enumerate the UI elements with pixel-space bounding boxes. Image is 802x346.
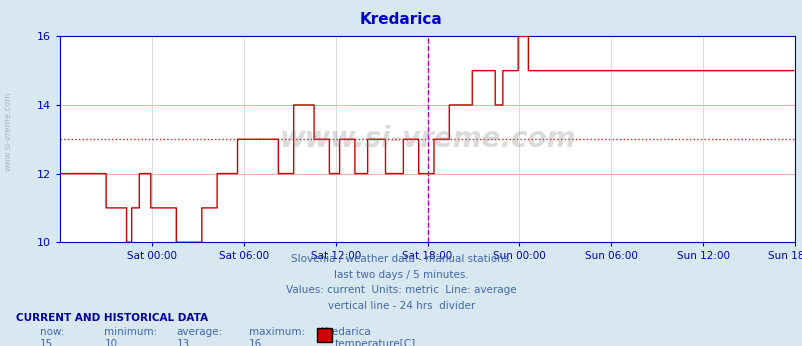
- Text: Kredarica: Kredarica: [359, 12, 443, 27]
- Text: 16: 16: [249, 339, 262, 346]
- Text: CURRENT AND HISTORICAL DATA: CURRENT AND HISTORICAL DATA: [16, 313, 208, 323]
- Text: average:: average:: [176, 327, 223, 337]
- Text: Kredarica: Kredarica: [321, 327, 371, 337]
- Text: Values: current  Units: metric  Line: average: Values: current Units: metric Line: aver…: [286, 285, 516, 295]
- Text: last two days / 5 minutes.: last two days / 5 minutes.: [334, 270, 468, 280]
- Text: 10: 10: [104, 339, 117, 346]
- Text: vertical line - 24 hrs  divider: vertical line - 24 hrs divider: [327, 301, 475, 311]
- Text: maximum:: maximum:: [249, 327, 305, 337]
- Text: www.si-vreme.com: www.si-vreme.com: [3, 92, 13, 171]
- Text: minimum:: minimum:: [104, 327, 157, 337]
- Text: Slovenia / weather data - manual stations.: Slovenia / weather data - manual station…: [290, 254, 512, 264]
- Text: temperature[C]: temperature[C]: [334, 339, 415, 346]
- Text: 15: 15: [40, 339, 54, 346]
- Text: www.si-vreme.com: www.si-vreme.com: [279, 125, 575, 153]
- Text: now:: now:: [40, 327, 65, 337]
- Text: 13: 13: [176, 339, 190, 346]
